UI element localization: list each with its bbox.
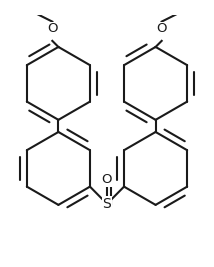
Text: O: O [102, 173, 112, 186]
Text: O: O [156, 22, 167, 35]
Text: O: O [47, 22, 58, 35]
Text: S: S [103, 197, 111, 211]
